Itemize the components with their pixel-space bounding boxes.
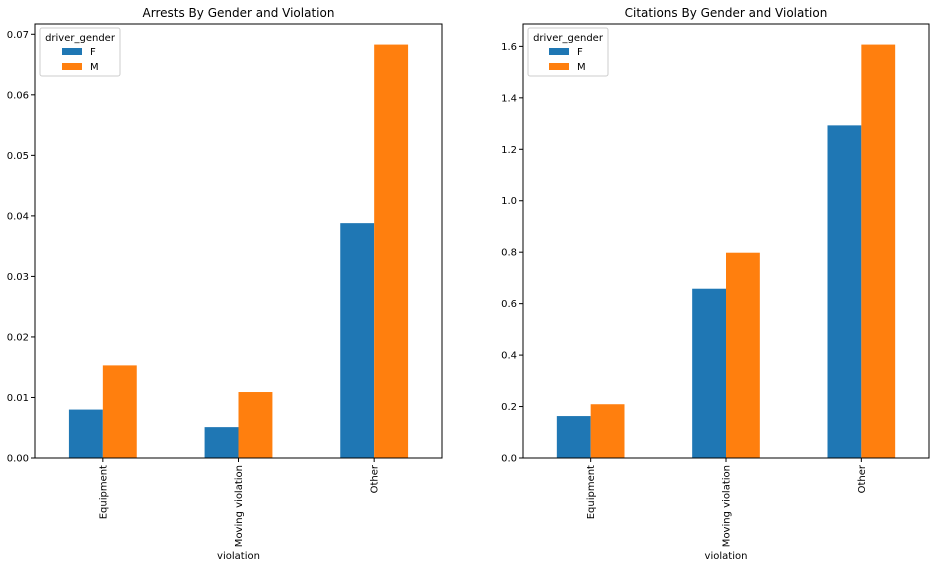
x-axis: Equipment Moving violation Other: [98, 458, 381, 547]
bar-m-other: [374, 44, 409, 458]
bar-f-equipment: [556, 416, 591, 458]
y-tick-label: 0.03: [7, 272, 29, 283]
bars-group: [68, 44, 409, 458]
plot-frame: [522, 23, 930, 459]
y-tick-label: 0.0: [501, 454, 517, 465]
x-tick-label: Moving violation: [722, 465, 733, 547]
y-tick-label: 1.2: [501, 145, 517, 156]
bar-m-moving-violation: [726, 252, 760, 458]
x-axis-label: violation: [705, 551, 748, 562]
x-tick-label: Equipment: [586, 465, 597, 519]
y-tick-label: 1.6: [501, 42, 517, 53]
y-tick-label: 0.07: [7, 30, 29, 41]
x-tick-label: Moving violation: [234, 465, 245, 547]
legend-swatch-m: [62, 63, 82, 70]
plot-frame: [34, 23, 443, 459]
bar-m-other: [861, 44, 896, 459]
y-axis: 0.0 0.2 0.4 0.6 0.8 1.0 1.2 1.4 1.6: [501, 42, 523, 465]
y-tick-label: 0.02: [7, 332, 29, 343]
legend-label-m: M: [577, 62, 586, 73]
x-tick-label: Other: [370, 464, 381, 493]
x-tick-label: Other: [857, 464, 868, 493]
y-tick-label: 0.2: [501, 402, 517, 413]
y-tick-label: 0.04: [7, 211, 29, 222]
y-tick-label: 0.4: [501, 351, 517, 362]
bar-m-moving-violation: [238, 392, 273, 458]
bar-f-moving-violation: [204, 427, 239, 458]
bars-group: [556, 44, 896, 459]
arrests-chart: Arrests By Gender and Violation 0.00 0.01…: [7, 6, 443, 562]
legend: driver_gender F M: [527, 27, 609, 77]
bar-m-equipment: [590, 404, 625, 458]
chart-title: Arrests By Gender and Violation: [143, 6, 335, 20]
legend-label-f: F: [90, 47, 96, 58]
x-tick-label: Equipment: [98, 465, 109, 519]
legend: driver_gender F M: [39, 27, 121, 77]
y-tick-label: 0.8: [501, 248, 517, 259]
chart-title: Citations By Gender and Violation: [625, 6, 828, 20]
legend-swatch-f: [62, 48, 82, 55]
y-axis: 0.00 0.01 0.02 0.03 0.04 0.05 0.06 0.07: [7, 30, 35, 465]
y-tick-label: 0.05: [7, 151, 29, 162]
legend-label-f: F: [577, 47, 583, 58]
y-tick-label: 1.0: [501, 196, 517, 207]
x-axis-label: violation: [217, 551, 260, 562]
y-tick-label: 0.06: [7, 90, 29, 101]
citations-chart: Citations By Gender and Violation 0.0 0.2…: [501, 6, 930, 562]
legend-title: driver_gender: [45, 33, 116, 44]
y-tick-label: 1.4: [501, 93, 517, 104]
y-tick-label: 0.6: [501, 299, 517, 310]
y-tick-label: 0.01: [7, 393, 29, 404]
legend-swatch-m: [549, 63, 569, 70]
bar-f-equipment: [68, 409, 103, 458]
legend-label-m: M: [90, 62, 99, 73]
bar-m-equipment: [102, 365, 137, 458]
x-axis: Equipment Moving violation Other: [586, 458, 868, 547]
legend-swatch-f: [549, 48, 569, 55]
legend-title: driver_gender: [533, 33, 604, 44]
bar-f-moving-violation: [692, 288, 726, 458]
bar-f-other: [827, 125, 862, 458]
bar-f-other: [340, 223, 375, 458]
y-tick-label: 0.00: [7, 454, 29, 465]
